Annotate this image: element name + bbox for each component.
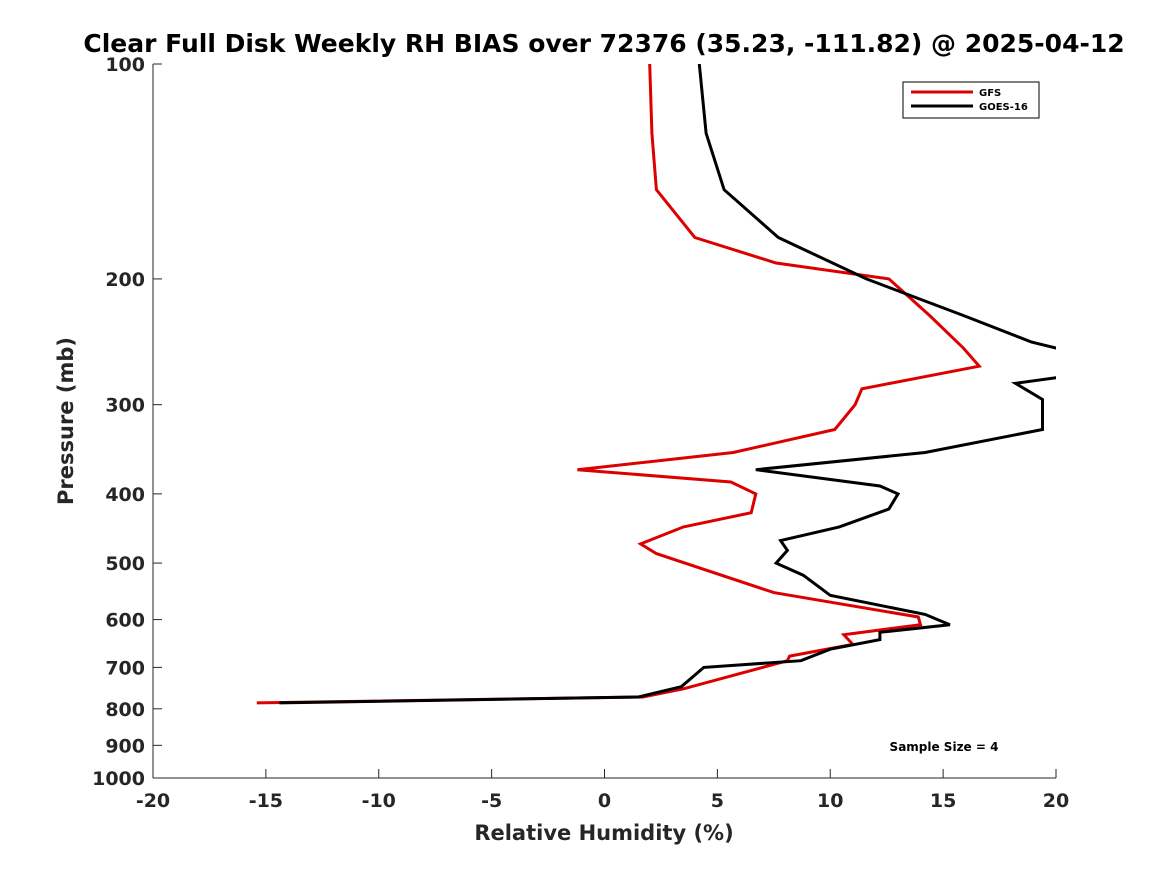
x-tick-label: 15 [930, 790, 956, 812]
sample-size-annotation: Sample Size = 4 [890, 740, 999, 754]
plot-frame [153, 64, 1056, 778]
y-tick-label: 900 [105, 735, 145, 757]
y-tick-label: 300 [105, 395, 145, 417]
x-tick-label: -15 [249, 790, 283, 812]
y-axis-label: Pressure (mb) [54, 337, 78, 505]
x-tick-label: -10 [362, 790, 396, 812]
y-tick-label: 500 [105, 553, 145, 575]
series-line-gfs [256, 64, 983, 705]
x-axis-ticks: -20 -15 -10 -5 0 5 10 15 20 [136, 769, 1069, 812]
chart-title: Clear Full Disk Weekly RH BIAS over 7237… [83, 29, 1124, 58]
legend: GFS GOES-16 [902, 81, 1040, 119]
y-tick-label: 1000 [92, 768, 145, 790]
legend-label: GOES-16 [979, 102, 1028, 113]
x-tick-label: 10 [817, 790, 843, 812]
y-tick-label: 400 [105, 484, 145, 506]
x-tick-label: 20 [1043, 790, 1069, 812]
series-layer [256, 64, 1056, 705]
x-axis-label: Relative Humidity (%) [474, 821, 733, 845]
x-tick-label: 5 [711, 790, 724, 812]
x-tick-label: -5 [481, 790, 502, 812]
y-tick-label: 600 [105, 610, 145, 632]
y-axis-ticks: 100 200 300 400 500 600 700 800 900 1000 [92, 54, 162, 790]
y-tick-label: 100 [105, 54, 145, 76]
legend-label: GFS [979, 88, 1001, 99]
y-tick-label: 700 [105, 657, 145, 679]
y-tick-label: 800 [105, 699, 145, 721]
x-tick-label: 0 [598, 790, 611, 812]
series-line-goes-16 [279, 64, 1056, 705]
x-tick-label: -20 [136, 790, 170, 812]
y-tick-label: 200 [105, 269, 145, 291]
legend-box [902, 81, 1040, 119]
